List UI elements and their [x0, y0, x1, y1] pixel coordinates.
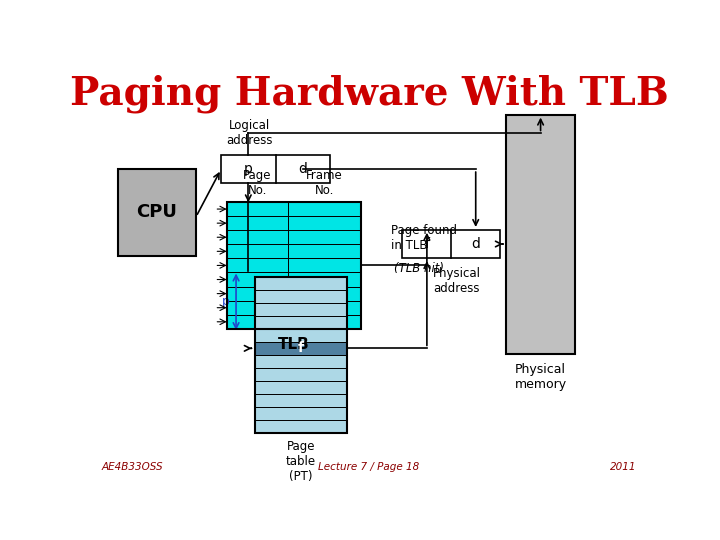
FancyBboxPatch shape: [227, 244, 288, 258]
FancyBboxPatch shape: [288, 216, 361, 230]
FancyBboxPatch shape: [288, 258, 361, 273]
Text: Page
table
(PT): Page table (PT): [286, 441, 315, 483]
FancyBboxPatch shape: [255, 368, 347, 381]
FancyBboxPatch shape: [255, 329, 347, 342]
Text: f: f: [424, 237, 429, 251]
FancyBboxPatch shape: [255, 303, 347, 316]
FancyBboxPatch shape: [288, 287, 361, 301]
FancyBboxPatch shape: [402, 230, 500, 258]
FancyBboxPatch shape: [255, 420, 347, 433]
FancyBboxPatch shape: [288, 273, 361, 287]
FancyBboxPatch shape: [227, 202, 288, 216]
Text: p: p: [244, 162, 253, 176]
Text: Physical
address: Physical address: [433, 267, 481, 295]
FancyBboxPatch shape: [288, 202, 361, 216]
Text: TLB: TLB: [278, 337, 310, 352]
Text: Lecture 7 / Page 18: Lecture 7 / Page 18: [318, 462, 420, 472]
FancyBboxPatch shape: [255, 355, 347, 368]
Text: Physical
memory: Physical memory: [515, 363, 567, 390]
Text: AE4B33OSS: AE4B33OSS: [101, 462, 163, 472]
Text: Paging Hardware With TLB: Paging Hardware With TLB: [70, 75, 668, 113]
FancyBboxPatch shape: [227, 287, 288, 301]
Text: Page
No.: Page No.: [243, 170, 271, 197]
FancyBboxPatch shape: [288, 244, 361, 258]
Text: Page found
in TLB: Page found in TLB: [392, 224, 457, 252]
FancyBboxPatch shape: [255, 394, 347, 407]
FancyBboxPatch shape: [255, 277, 347, 290]
FancyBboxPatch shape: [288, 315, 361, 329]
Text: 2011: 2011: [611, 462, 637, 472]
FancyBboxPatch shape: [288, 301, 361, 315]
FancyBboxPatch shape: [255, 316, 347, 329]
FancyBboxPatch shape: [227, 230, 288, 244]
FancyBboxPatch shape: [255, 381, 347, 394]
Text: CPU: CPU: [137, 204, 177, 221]
FancyBboxPatch shape: [227, 315, 288, 329]
Text: (TLB hit): (TLB hit): [394, 262, 444, 275]
FancyBboxPatch shape: [505, 114, 575, 354]
FancyBboxPatch shape: [227, 301, 288, 315]
Text: d: d: [472, 237, 480, 251]
Text: Frame
No.: Frame No.: [306, 170, 343, 197]
FancyBboxPatch shape: [288, 230, 361, 244]
Text: p: p: [222, 295, 230, 308]
Text: f: f: [297, 341, 304, 355]
FancyBboxPatch shape: [118, 168, 196, 256]
Text: d: d: [298, 162, 307, 176]
FancyBboxPatch shape: [255, 407, 347, 420]
Text: Logical
address: Logical address: [226, 119, 272, 147]
FancyBboxPatch shape: [227, 273, 288, 287]
FancyBboxPatch shape: [221, 155, 330, 183]
FancyBboxPatch shape: [255, 342, 347, 355]
FancyBboxPatch shape: [227, 216, 288, 230]
FancyBboxPatch shape: [255, 290, 347, 303]
FancyBboxPatch shape: [227, 258, 288, 273]
